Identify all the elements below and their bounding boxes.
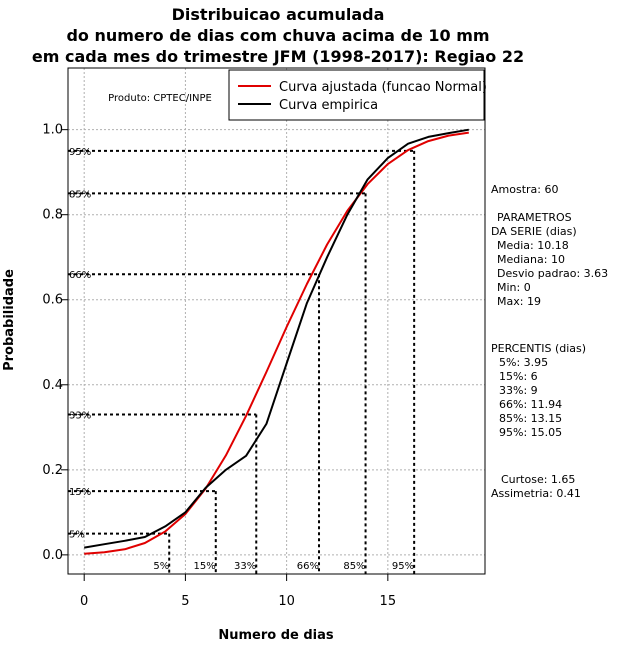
skewness: Assimetria: 0.41 xyxy=(491,487,581,500)
percentile-15: 15%: 6 xyxy=(499,370,538,383)
series-lines xyxy=(84,128,469,555)
percentile-x-label-0: 5% xyxy=(153,561,169,572)
legend-label-fitted: Curva ajustada (funcao Normal) xyxy=(279,80,487,95)
stat-median: Mediana: 10 xyxy=(497,253,565,266)
chart-title-line-2: do numero de dias com chuva acima de 10 … xyxy=(66,26,489,45)
params-heading-2: DA SERIE (dias) xyxy=(491,225,577,238)
stat-mean: Media: 10.18 xyxy=(497,239,569,252)
x-tick-label-2: 10 xyxy=(278,594,295,609)
percentile-85: 85%: 13.15 xyxy=(499,412,562,425)
percentile-y-label-2: 33% xyxy=(69,411,91,422)
statistics-panel: Amostra: 60 PARAMETROS DA SERIE (dias) M… xyxy=(491,183,608,500)
x-tick-label-1: 5 xyxy=(181,594,189,609)
legend: Curva ajustada (funcao Normal) Curva emp… xyxy=(228,69,487,121)
legend-box xyxy=(228,69,485,121)
x-tick-label-0: 0 xyxy=(80,594,88,609)
series-line-1 xyxy=(84,128,469,549)
chart-title-line-1: Distribuicao acumulada xyxy=(172,5,385,24)
percentile-x-label-4: 85% xyxy=(343,561,365,572)
x-axis-title: Numero de dias xyxy=(218,628,334,643)
percentile-66: 66%: 11.94 xyxy=(499,398,562,411)
y-tick-label-1: 0.2 xyxy=(42,463,63,478)
percentile-y-label-1: 15% xyxy=(69,487,91,498)
percentile-x-label-1: 15% xyxy=(194,561,216,572)
y-tick-label-5: 1.0 xyxy=(42,123,63,138)
stat-stddev: Desvio padrao: 3.63 xyxy=(497,267,608,280)
series-line-0 xyxy=(84,131,469,555)
y-tick-label-4: 0.8 xyxy=(42,208,63,223)
params-heading-1: PARAMETROS xyxy=(497,211,572,224)
x-tick-label-3: 15 xyxy=(380,594,397,609)
stat-min: Min: 0 xyxy=(497,281,531,294)
kurtosis: Curtose: 1.65 xyxy=(501,473,575,486)
chart-title-line-3: em cada mes do trimestre JFM (1998-2017)… xyxy=(32,47,524,66)
percentile-y-label-0: 5% xyxy=(69,530,85,541)
y-tick-label-0: 0.0 xyxy=(42,548,63,563)
stat-max: Max: 19 xyxy=(497,295,541,308)
percentile-y-label-5: 95% xyxy=(69,147,91,158)
percentile-y-label-3: 66% xyxy=(69,270,91,281)
percentile-x-label-2: 33% xyxy=(234,561,256,572)
legend-label-empirical: Curva empirica xyxy=(279,98,378,113)
percentile-guides: 5% 5% 15% 15% 33% 33% 66% 66% 85% 85% 95% 95% xyxy=(68,147,416,574)
axes: 0 5 10 15 0.0 0.2 0.4 0.6 0.8 1.0 xyxy=(42,123,396,609)
percentile-x-label-5: 95% xyxy=(392,561,414,572)
percentile-95: 95%: 15.05 xyxy=(499,426,562,439)
grid xyxy=(68,68,485,574)
percentiles-heading: PERCENTIS (dias) xyxy=(491,342,586,355)
percentile-33: 33%: 9 xyxy=(499,384,538,397)
percentile-y-label-4: 85% xyxy=(69,189,91,200)
credit-label: Produto: CPTEC/INPE xyxy=(108,93,212,104)
sample-size: Amostra: 60 xyxy=(491,183,558,196)
y-axis-title: Probabilidade xyxy=(2,269,17,371)
y-tick-label-2: 0.4 xyxy=(42,378,63,393)
percentile-x-label-3: 66% xyxy=(297,561,319,572)
y-tick-label-3: 0.6 xyxy=(42,293,63,308)
percentile-5: 5%: 3.95 xyxy=(499,356,548,369)
